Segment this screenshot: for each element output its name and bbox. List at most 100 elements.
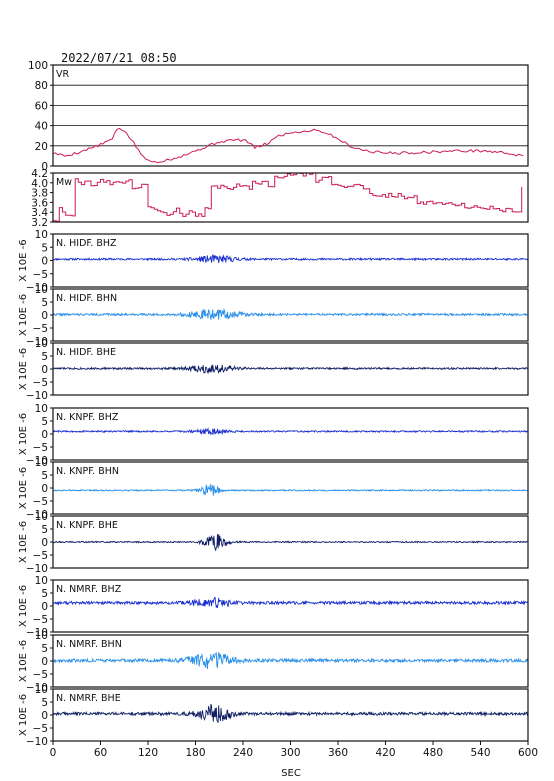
y-tick-label: 0 <box>41 710 48 722</box>
y-tick-label: −10 <box>26 282 48 294</box>
series-line <box>53 426 529 436</box>
y-tick-label: 100 <box>28 60 48 72</box>
y-tick-label: 5 <box>41 643 48 655</box>
channel-label: N. KNPF. BHZ <box>56 412 119 423</box>
y-tick-label: −5 <box>33 669 48 681</box>
y-axis-label: X 10E -6 <box>18 348 29 390</box>
y-tick-label: 4.0 <box>31 178 48 190</box>
y-tick-label: 5 <box>41 242 48 254</box>
x-tick-label: 600 <box>518 747 538 759</box>
channel-label: N. HIDF. BHN <box>56 293 117 304</box>
y-tick-label: −5 <box>33 614 48 626</box>
y-tick-label: −10 <box>26 390 48 402</box>
y-tick-label: 5 <box>41 524 48 536</box>
y-tick-label: 10 <box>35 511 48 523</box>
y-tick-label: 0 <box>41 310 48 322</box>
series-line <box>52 127 524 164</box>
y-axis-label: X 10E -6 <box>18 585 29 627</box>
series-line <box>53 534 529 552</box>
panel-frame <box>52 342 529 396</box>
y-tick-label: 40 <box>35 121 48 133</box>
y-tick-label: 10 <box>35 575 48 587</box>
series-line <box>53 364 529 375</box>
timestamp-title: 2022/07/21 08:50 <box>61 51 177 65</box>
y-tick-label: 0 <box>41 256 48 268</box>
panel-frame <box>52 461 529 515</box>
y-tick-label: 10 <box>35 403 48 415</box>
y-tick-label: 80 <box>35 80 48 92</box>
panel-frame <box>52 233 529 288</box>
x-tick-label: 180 <box>185 747 205 759</box>
y-tick-label: 3.6 <box>31 197 48 209</box>
y-tick-label: 0 <box>41 161 48 173</box>
y-tick-label: 5 <box>41 351 48 363</box>
y-tick-label: 5 <box>41 697 48 709</box>
y-tick-label: 10 <box>35 229 48 241</box>
y-tick-label: −5 <box>33 496 48 508</box>
x-tick-label: 60 <box>94 747 107 759</box>
series-line <box>52 704 529 723</box>
y-tick-label: −5 <box>33 323 48 335</box>
x-tick-label: 540 <box>470 747 490 759</box>
y-tick-label: 0 <box>41 537 48 549</box>
panel-frame <box>52 515 529 569</box>
series-line <box>53 651 529 670</box>
series-line <box>53 172 523 222</box>
y-tick-label: 10 <box>35 284 48 296</box>
y-tick-label: 60 <box>35 100 48 112</box>
y-axis-label: X 10E -6 <box>18 521 29 563</box>
y-tick-label: −10 <box>26 627 48 639</box>
y-tick-label: −10 <box>26 336 48 348</box>
x-tick-label: 480 <box>423 747 443 759</box>
y-tick-label: 3.8 <box>31 188 48 200</box>
channel-label: N. NMRF. BHN <box>56 639 122 650</box>
x-tick-label: 420 <box>375 747 395 759</box>
channel-label: N. NMRF. BHZ <box>56 584 122 595</box>
x-tick-label: 0 <box>50 747 57 759</box>
panel-frame <box>52 64 529 167</box>
y-tick-label: 0 <box>41 483 48 495</box>
y-tick-label: −5 <box>33 442 48 454</box>
y-tick-label: 20 <box>35 141 48 153</box>
y-tick-label: 10 <box>35 457 48 469</box>
panel-1: 100 80 60 40 20 0 VR <box>28 60 529 173</box>
y-tick-label: −10 <box>26 736 48 748</box>
y-tick-label: 0 <box>41 429 48 441</box>
y-axis-label: X 10E -6 <box>18 640 29 682</box>
y-axis-label: X 10E -6 <box>18 294 29 336</box>
y-tick-label: −5 <box>33 269 48 281</box>
y-tick-label: 4.2 <box>31 168 48 180</box>
series-line <box>52 308 529 320</box>
y-tick-label: −5 <box>33 723 48 735</box>
panel-frame <box>52 172 529 223</box>
x-axis: 0 60 120 180 240 300 360 420 480 540 600 <box>50 741 538 759</box>
panel-frame <box>52 288 529 342</box>
y-tick-label: 5 <box>41 297 48 309</box>
x-tick-label: 300 <box>280 747 300 759</box>
x-tick-label: 120 <box>138 747 158 759</box>
y-tick-label: −10 <box>26 455 48 467</box>
y-tick-label: −10 <box>26 563 48 575</box>
panel-frame <box>52 407 529 461</box>
y-tick-label: 0 <box>41 656 48 668</box>
y-tick-label: 5 <box>41 470 48 482</box>
channel-label: Mw <box>56 177 72 188</box>
y-tick-label: 0 <box>41 364 48 376</box>
channel-label: VR <box>56 69 69 80</box>
y-tick-label: 0 <box>41 601 48 613</box>
panel-frame <box>52 634 529 688</box>
y-tick-label: 3.2 <box>31 217 48 229</box>
x-axis-label: SEC <box>281 768 301 779</box>
y-axis-label: X 10E -6 <box>18 694 29 736</box>
y-tick-label: −5 <box>33 550 48 562</box>
series-line <box>52 483 528 496</box>
y-axis-label: X 10E -6 <box>18 239 29 281</box>
y-tick-label: 5 <box>41 588 48 600</box>
